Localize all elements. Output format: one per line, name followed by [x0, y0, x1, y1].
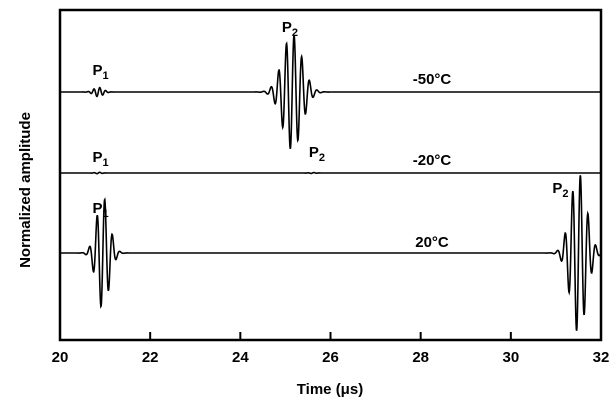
- waveform-line: [60, 34, 601, 150]
- peak-label: P1: [93, 200, 109, 220]
- x-tick-label: 22: [142, 349, 159, 366]
- peak-label: P2: [309, 144, 325, 164]
- peak-label: P2: [552, 180, 568, 200]
- series-temperature-label: 20°C: [415, 234, 449, 251]
- x-tick-label: 32: [593, 349, 610, 366]
- waveform-line: [60, 171, 601, 175]
- waveform-line: [60, 175, 602, 331]
- x-tick-label: 20: [52, 349, 69, 366]
- x-tick-label: 24: [232, 349, 249, 366]
- peak-label: P1: [93, 62, 109, 82]
- x-tick-label: 26: [322, 349, 339, 366]
- x-tick-label: 30: [502, 349, 519, 366]
- x-tick-label: 28: [412, 349, 429, 366]
- peak-label: P2: [282, 19, 298, 39]
- series-temperature-label: -20°C: [413, 152, 452, 169]
- peak-label: P1: [93, 149, 109, 169]
- plot-frame: [58, 8, 603, 342]
- series-temperature-label: -50°C: [413, 71, 452, 88]
- x-axis-title: Time (μs): [297, 381, 363, 398]
- peak-annotations: P1 P2 P1 P2 P1 P2: [93, 19, 569, 220]
- waveform-traces: [60, 34, 602, 331]
- y-axis-title: Normalized amplitude: [17, 112, 34, 268]
- x-axis-ticks: [59, 332, 602, 340]
- x-axis-tick-labels: 20 22 24 26 28 30 32: [52, 349, 610, 366]
- temperature-labels: -50°C -20°C 20°C: [413, 71, 452, 251]
